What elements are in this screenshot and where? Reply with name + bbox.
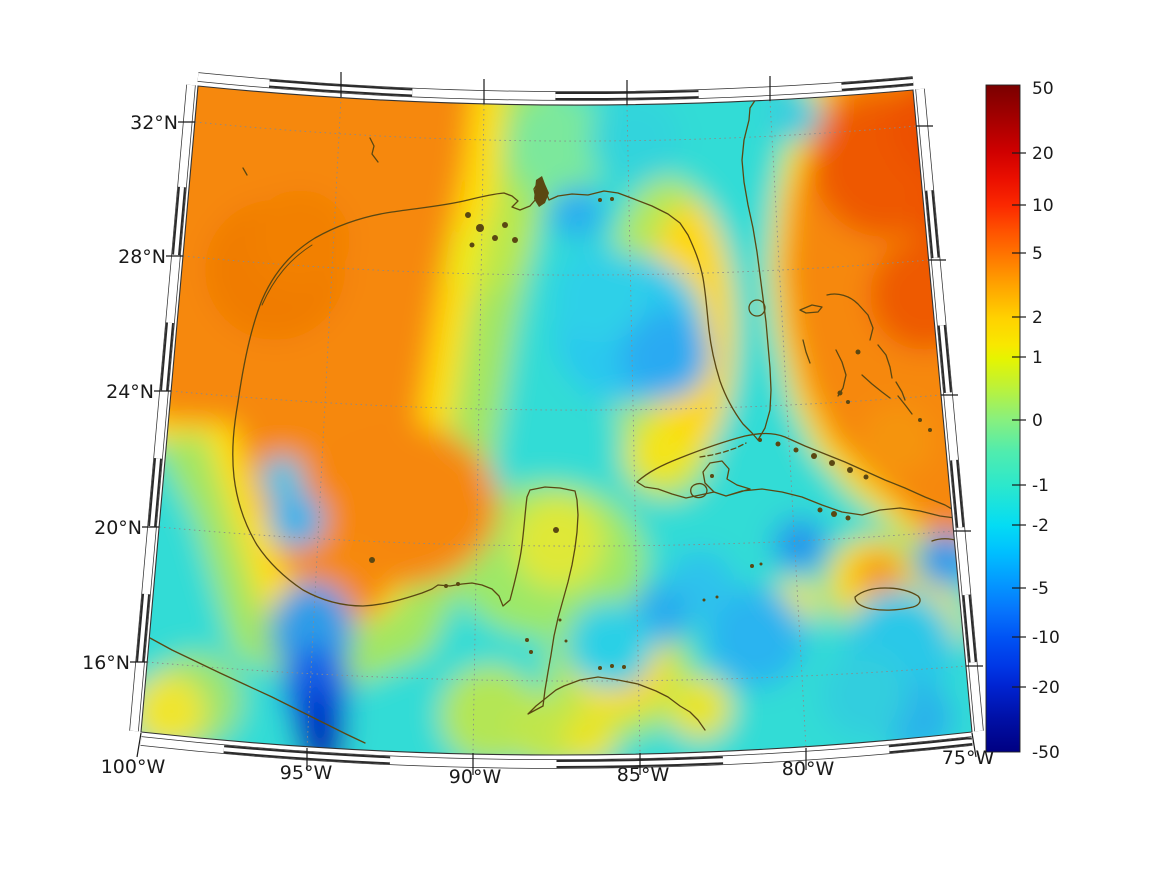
- lat-label-24n: 24°N: [106, 381, 154, 403]
- colorbar-gradient: [985, 84, 1021, 753]
- cbar-label-m2: -2: [1032, 516, 1049, 536]
- lon-label-80w: 80°W: [782, 758, 835, 780]
- cbar-label-m10: -10: [1032, 628, 1060, 648]
- cbar-label-10: 10: [1032, 196, 1054, 216]
- lon-label-75w: 75°W: [942, 747, 995, 769]
- meridian-90w: [472, 103, 485, 754]
- parallel-32n: [194, 121, 917, 142]
- cbar-label-m5: -5: [1032, 579, 1049, 599]
- lat-label-28n: 28°N: [118, 246, 166, 268]
- heatmap-field: [141, 86, 972, 755]
- lon-label-85w: 85°W: [617, 764, 670, 786]
- cbar-label-m50: -50: [1032, 743, 1060, 763]
- meridian-85w: [626, 104, 641, 754]
- parallel-24n: [170, 390, 942, 411]
- lat-label-32n: 32°N: [130, 112, 178, 134]
- meridian-95w: [306, 96, 342, 749]
- cbar-label-m20: -20: [1032, 678, 1060, 698]
- cbar-label-m1: -1: [1032, 476, 1049, 496]
- axis-ticks: [130, 72, 983, 775]
- cbar-label-5: 5: [1032, 244, 1043, 264]
- cbar-label-1: 1: [1032, 348, 1043, 368]
- colorbar: 50 20 10 5 2 1 0 -1 -2 -5 -10 -20 -50: [985, 79, 1060, 763]
- colorbar-ticks: [1012, 152, 1026, 688]
- lon-axis: 100°W 95°W 90°W 85°W 80°W 75°W: [101, 747, 995, 788]
- cbar-label-2: 2: [1032, 308, 1043, 328]
- lon-label-95w: 95°W: [280, 762, 333, 784]
- cbar-label-50: 50: [1032, 79, 1054, 99]
- cbar-label-20: 20: [1032, 144, 1054, 164]
- coastlines: [149, 89, 972, 744]
- parallel-28n: [182, 255, 930, 276]
- lat-axis: 32°N 28°N 24°N 20°N 16°N: [82, 112, 178, 674]
- cbar-label-0: 0: [1032, 411, 1043, 431]
- parallel-20n: [158, 526, 955, 547]
- lat-label-20n: 20°N: [94, 517, 142, 539]
- graticule: [146, 96, 967, 754]
- lat-label-16n: 16°N: [82, 652, 130, 674]
- lon-label-90w: 90°W: [449, 766, 502, 788]
- lon-label-100w: 100°W: [101, 756, 166, 778]
- colorbar-labels: 50 20 10 5 2 1 0 -1 -2 -5 -10 -20 -50: [1032, 79, 1060, 763]
- meridian-80w: [769, 100, 807, 749]
- map-frame: [129, 72, 984, 769]
